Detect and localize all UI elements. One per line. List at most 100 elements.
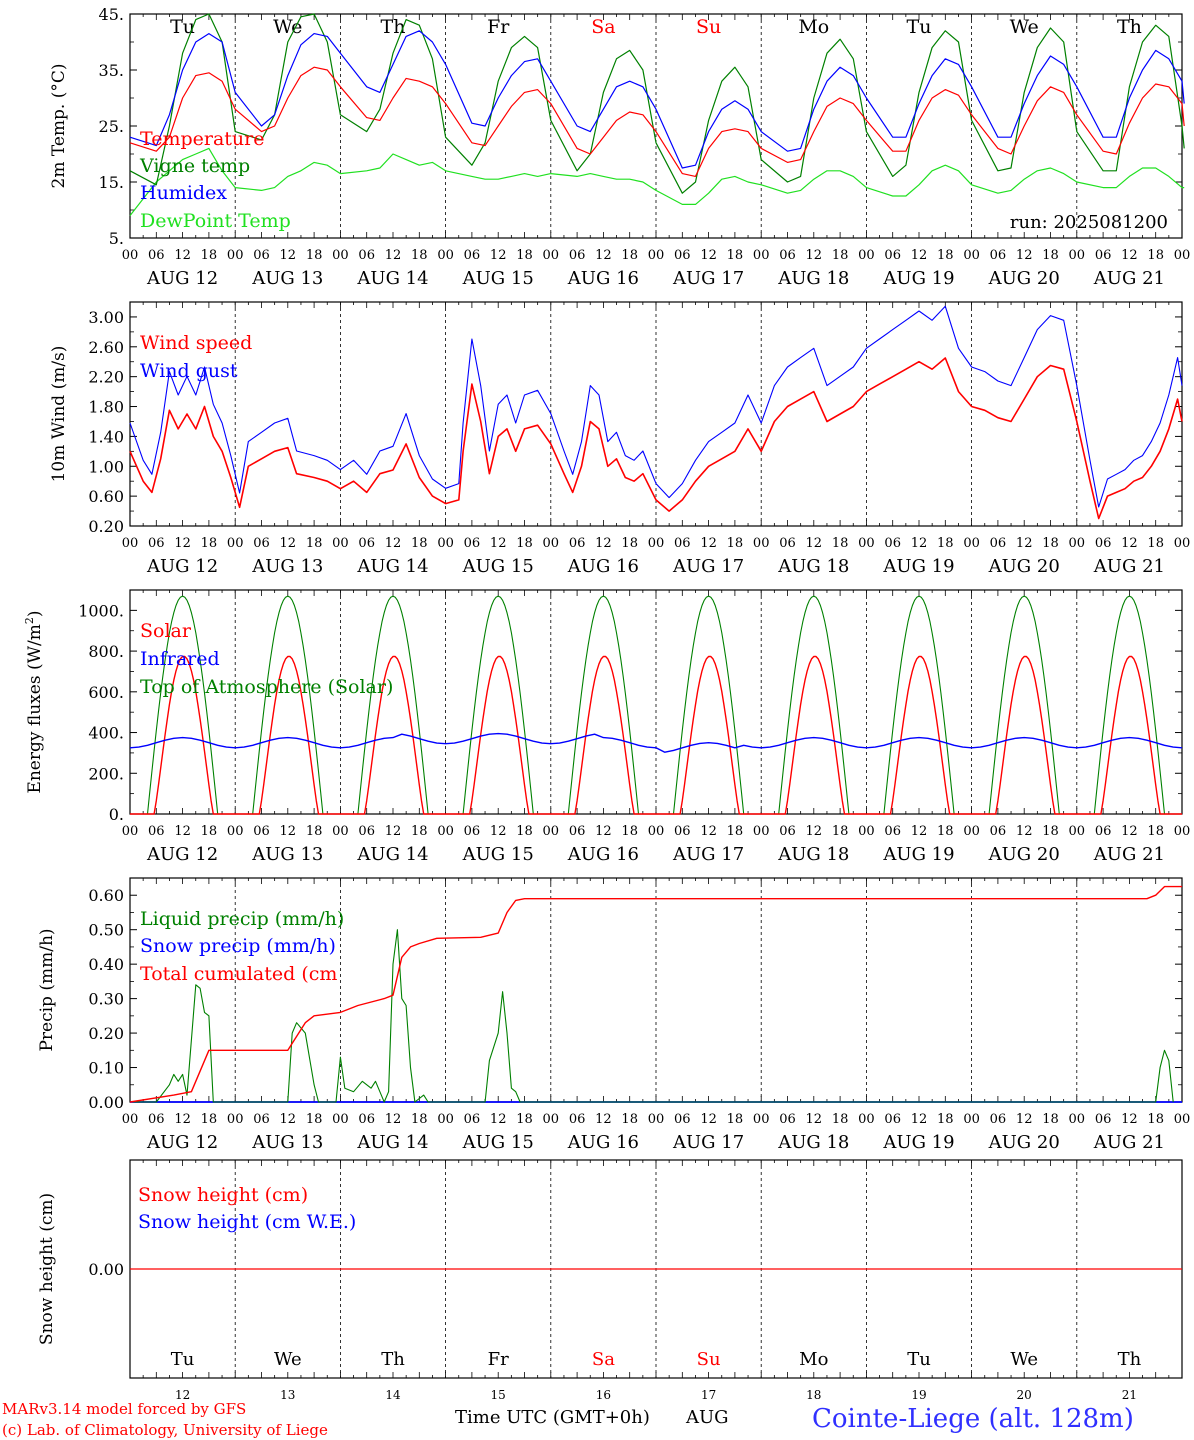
lab-credit-text: (c) Lab. of Climatology, University of L… [2,1421,328,1439]
hour-tick-label: 06 [569,248,586,263]
hour-tick-label: 06 [884,248,901,263]
hour-tick-label: 00 [543,1112,560,1127]
day-number-label: 14 [385,1388,401,1402]
hour-tick-label: 18 [1042,824,1059,839]
y-tick-label: 0.20 [88,1024,124,1043]
hour-tick-label: 00 [858,1112,875,1127]
hour-tick-label: 00 [1174,536,1191,551]
hour-tick-label: 12 [385,1112,402,1127]
hour-tick-label: 00 [1069,536,1086,551]
hour-tick-label: 00 [963,248,980,263]
date-label: AUG 17 [672,844,744,865]
y-tick-label: 0.10 [88,1059,124,1078]
date-label: AUG 18 [777,844,849,865]
hour-tick-label: 00 [227,248,244,263]
hour-tick-label: 12 [490,248,507,263]
weekday-label: Sa [592,1349,615,1370]
day-number-label: 20 [1017,1388,1032,1402]
y-tick-label: 1000. [78,601,124,620]
weekday-label: Su [696,16,721,38]
hour-tick-label: 06 [253,248,270,263]
date-label: AUG 20 [988,556,1060,577]
hour-tick-label: 12 [174,824,191,839]
y-tick-label: 1.00 [88,457,124,476]
legend-vigne-temp: Vigne temp [139,155,250,177]
weekday-label: We [273,16,302,38]
hour-tick-label: 12 [595,248,612,263]
hour-tick-label: 06 [779,1112,796,1127]
hour-tick-label: 18 [937,536,954,551]
weekday-label: Mo [798,16,829,38]
hour-tick-label: 06 [990,824,1007,839]
date-label: AUG 17 [672,268,744,289]
date-label: AUG 13 [251,268,323,289]
hour-tick-label: 00 [1174,824,1191,839]
hour-tick-label: 18 [201,824,218,839]
hour-tick-label: 00 [648,1112,665,1127]
series-vigne-temp [129,13,1185,194]
hour-tick-label: 18 [832,536,849,551]
y-axis-label: 10m Wind (m/s) [49,346,69,483]
hour-tick-label: 06 [148,1112,165,1127]
footer: MARv3.14 model forced by GFS (c) Lab. of… [2,1400,1134,1439]
hour-tick-label: 18 [411,248,428,263]
y-tick-label: 0.60 [88,886,124,905]
date-label: AUG 20 [988,1132,1060,1153]
hour-tick-label: 12 [595,1112,612,1127]
hour-tick-label: 18 [621,248,638,263]
hour-tick-label: 06 [1095,824,1112,839]
hour-tick-label: 00 [963,824,980,839]
day-number-label: 12 [175,1388,190,1402]
legend-snow-precip: Snow precip (mm/h) [140,935,336,957]
weekday-label: Th [381,1349,405,1370]
hour-tick-label: 00 [332,1112,349,1127]
date-label: AUG 18 [777,556,849,577]
hour-tick-label: 00 [543,536,560,551]
hour-tick-label: 06 [779,248,796,263]
hour-tick-label: 18 [516,1112,533,1127]
date-label: AUG 18 [777,1132,849,1153]
hour-tick-label: 12 [911,824,928,839]
series-liquid-precip [130,929,1174,1103]
hour-tick-label: 12 [595,824,612,839]
legend-snow-height-we: Snow height (cm W.E.) [138,1211,356,1233]
hour-tick-label: 00 [332,248,349,263]
y-tick-label: 1.40 [88,427,124,446]
hour-tick-label: 18 [621,824,638,839]
hour-tick-label: 18 [832,248,849,263]
date-label: AUG 18 [777,268,849,289]
wind-panel-frame [129,301,1183,527]
hour-tick-label: 18 [306,1112,323,1127]
hour-tick-label: 18 [306,248,323,263]
run-label: run: 2025081200 [1010,212,1168,233]
weekday-label: Tu [170,16,195,38]
date-label: AUG 21 [1093,1132,1165,1153]
hour-tick-label: 12 [911,248,928,263]
date-label: AUG 19 [882,556,954,577]
hour-tick-label: 00 [437,824,454,839]
hour-tick-label: 00 [858,248,875,263]
hour-tick-label: 00 [753,1112,770,1127]
hour-tick-label: 06 [990,1112,1007,1127]
energy-panel [129,589,1183,815]
hour-tick-label: 00 [963,1112,980,1127]
date-label: AUG 13 [251,844,323,865]
hour-tick-label: 18 [306,824,323,839]
hour-tick-label: 12 [280,248,297,263]
date-label: AUG 21 [1093,268,1165,289]
hour-tick-label: 06 [358,536,375,551]
y-tick-label: 25. [99,117,124,136]
date-label: AUG 21 [1093,844,1165,865]
date-label: AUG 14 [356,556,428,577]
date-label: AUG 14 [356,844,428,865]
y-tick-label: 800. [88,642,124,661]
hour-tick-label: 12 [1121,1112,1138,1127]
y-tick-label: 35. [99,61,124,80]
hour-tick-label: 00 [753,824,770,839]
date-label: AUG 15 [462,844,534,865]
hour-tick-label: 12 [385,248,402,263]
hour-tick-label: 06 [464,248,481,263]
hour-tick-label: 12 [1016,248,1033,263]
date-label: AUG 16 [567,844,639,865]
